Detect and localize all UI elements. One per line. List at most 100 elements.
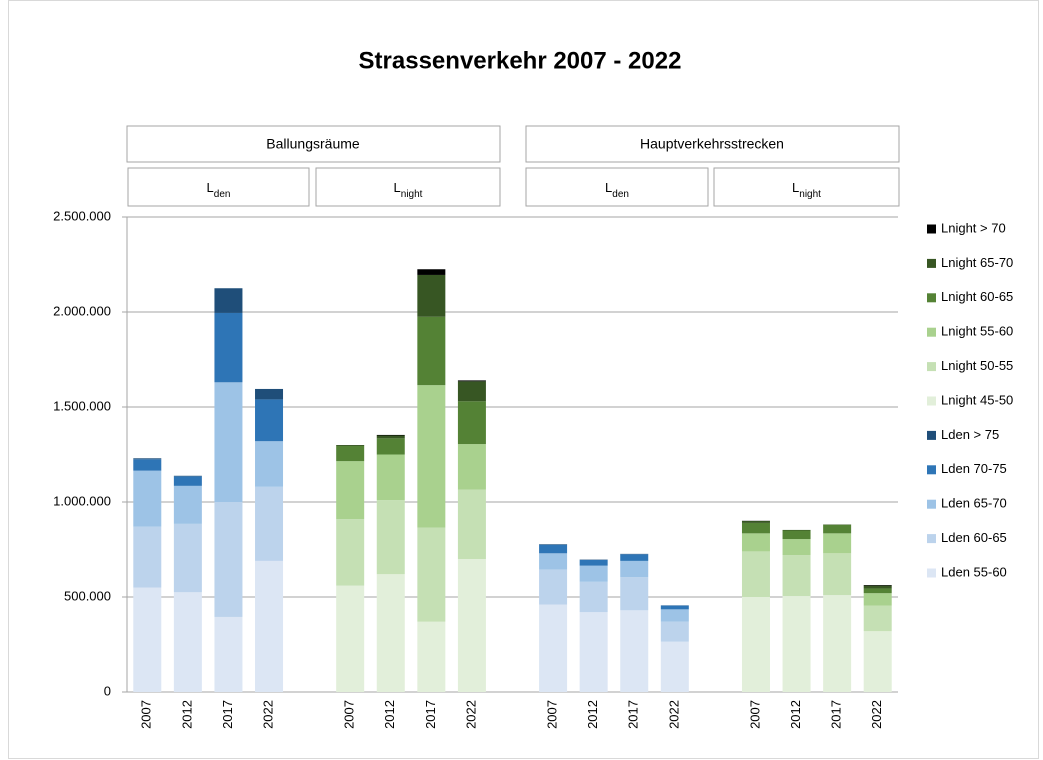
sub-group-box xyxy=(525,167,709,207)
x-tick-label: 2017 xyxy=(220,700,235,729)
bar-segment xyxy=(133,587,162,692)
bar-segment xyxy=(376,434,405,436)
x-tick-label: 2007 xyxy=(545,700,560,729)
bar-segment xyxy=(457,489,486,559)
sub-group-sub: night xyxy=(799,189,821,200)
group-box xyxy=(525,125,900,163)
bar-segment xyxy=(660,621,689,642)
bar-segment xyxy=(579,581,608,613)
bar-segment xyxy=(133,458,162,460)
bar-segment xyxy=(782,529,811,531)
bar-segment xyxy=(336,445,365,462)
legend-label: Lnight 55-60 xyxy=(941,324,1013,339)
bar-segment xyxy=(336,585,365,692)
legend-swatch xyxy=(927,396,936,406)
bar-segment xyxy=(782,555,811,597)
x-tick-label: 2022 xyxy=(260,700,275,729)
bar-segment xyxy=(620,560,649,578)
x-tick-label: 2022 xyxy=(463,700,478,729)
x-tick-label: 2017 xyxy=(829,700,844,729)
bar-segment xyxy=(660,641,689,692)
sub-group-box xyxy=(713,167,900,207)
bar-segment xyxy=(823,524,852,534)
x-tick-label: 2012 xyxy=(788,700,803,729)
bar-segment xyxy=(336,461,365,520)
group-label: Ballungsräume xyxy=(266,136,360,152)
x-tick-label: 2017 xyxy=(423,700,438,729)
legend-label: Lden 65-70 xyxy=(941,496,1007,511)
bar-segment xyxy=(417,316,446,386)
bar-segment xyxy=(417,269,446,275)
bar-segment xyxy=(214,616,243,692)
legend-swatch xyxy=(927,258,936,268)
bar-segment xyxy=(579,559,608,566)
bar-segment xyxy=(457,559,486,692)
sub-group-sub: den xyxy=(612,189,629,200)
sub-group-label: Lnight xyxy=(394,180,423,199)
bar-segment xyxy=(863,588,892,594)
bar-segment xyxy=(741,521,770,523)
bar-segment xyxy=(417,621,446,692)
legend-swatch xyxy=(927,293,936,303)
bar-segment xyxy=(255,388,284,400)
bar-segment xyxy=(173,485,202,524)
x-tick-label: 2012 xyxy=(179,700,194,729)
bar-segment xyxy=(255,560,284,692)
chart-title: Strassenverkehr 2007 - 2022 xyxy=(359,47,682,74)
y-tick-label: 500.000 xyxy=(64,588,111,603)
bar-segment xyxy=(782,539,811,556)
bar-segment xyxy=(214,312,243,383)
legend-swatch xyxy=(927,568,936,578)
bar-segment xyxy=(823,595,852,692)
legend-swatch xyxy=(927,499,936,509)
bar-segment xyxy=(457,381,486,402)
x-tick-label: 2012 xyxy=(382,700,397,729)
bar-segment xyxy=(376,438,405,455)
bar-segment xyxy=(539,604,568,692)
bar-segment xyxy=(741,551,770,597)
bar-segment xyxy=(620,610,649,692)
legend-swatch xyxy=(927,224,936,234)
bar-segment xyxy=(579,565,608,582)
bar-segment xyxy=(255,441,284,487)
sub-group-sub: den xyxy=(214,189,231,200)
sub-group-main: L xyxy=(605,180,612,195)
legend-swatch xyxy=(927,465,936,475)
bar-segment xyxy=(255,486,284,561)
bar-segment xyxy=(417,274,446,317)
sub-group-sub: night xyxy=(401,189,423,200)
bar-segment xyxy=(214,502,243,617)
sub-group-main: L xyxy=(792,180,799,195)
bar-segment xyxy=(782,530,811,540)
bar-segment xyxy=(133,526,162,588)
sub-group-label: Lden xyxy=(207,180,231,199)
sub-group-main: L xyxy=(207,180,214,195)
bar-segment xyxy=(173,592,202,692)
sub-group-box xyxy=(315,167,501,207)
bar-segment xyxy=(133,470,162,527)
x-tick-label: 2017 xyxy=(626,700,641,729)
legend-label: Lnight 50-55 xyxy=(941,358,1013,373)
legend-label: Lnight 60-65 xyxy=(941,289,1013,304)
bar-segment xyxy=(336,445,365,446)
bar-segment xyxy=(741,533,770,552)
bar-segment xyxy=(620,577,649,611)
legend-label: Lnight 65-70 xyxy=(941,255,1013,270)
x-tick-label: 2007 xyxy=(342,700,357,729)
legend-label: Lden 70-75 xyxy=(941,461,1007,476)
bar-segment xyxy=(417,385,446,528)
sub-group-box xyxy=(127,167,310,207)
y-tick-label: 0 xyxy=(104,683,111,698)
legend-swatch xyxy=(927,362,936,372)
y-tick-label: 1.000.000 xyxy=(53,493,111,508)
bar-segment xyxy=(457,380,486,382)
y-tick-label: 2.500.000 xyxy=(53,208,111,223)
x-tick-label: 2007 xyxy=(139,700,154,729)
bar-segment xyxy=(255,399,284,442)
x-tick-label: 2022 xyxy=(869,700,884,729)
bar-segment xyxy=(863,605,892,632)
y-tick-label: 1.500.000 xyxy=(53,398,111,413)
sub-group-label: Lden xyxy=(605,180,629,199)
bar-segment xyxy=(336,519,365,586)
bar-segment xyxy=(539,553,568,570)
